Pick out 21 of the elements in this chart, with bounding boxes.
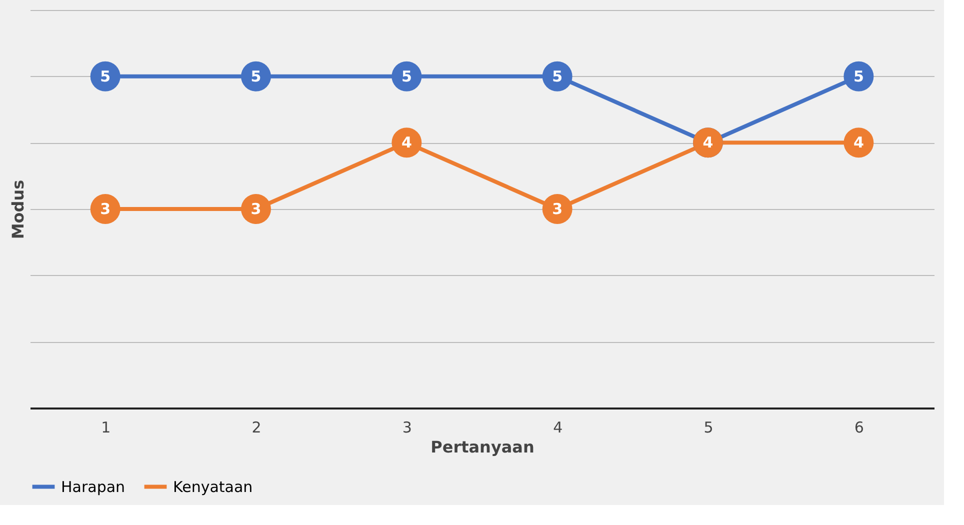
x-tick-label: 4 [553, 418, 563, 436]
data-label: 5 [552, 67, 563, 86]
data-label: 4 [401, 134, 412, 152]
y-axis-title: Modus [8, 180, 28, 240]
data-label: 5 [250, 67, 262, 86]
data-label: 4 [853, 134, 864, 152]
legend-label: Harapan [61, 478, 126, 496]
x-tick-label: 1 [101, 418, 111, 436]
x-tick-label: 3 [402, 418, 412, 436]
data-label: 3 [552, 200, 563, 218]
data-label: 5 [100, 67, 111, 86]
data-label: 3 [100, 200, 111, 218]
data-label: 5 [401, 67, 412, 86]
x-tick-label: 6 [854, 418, 864, 436]
data-label: 4 [702, 134, 714, 152]
x-tick-label: 5 [704, 418, 714, 436]
x-tick-label: 2 [252, 418, 262, 436]
x-axis-title: Pertanyaan [430, 438, 534, 456]
data-label: 3 [250, 200, 262, 218]
data-label: 5 [853, 67, 864, 86]
legend-label: Kenyataan [173, 478, 253, 496]
